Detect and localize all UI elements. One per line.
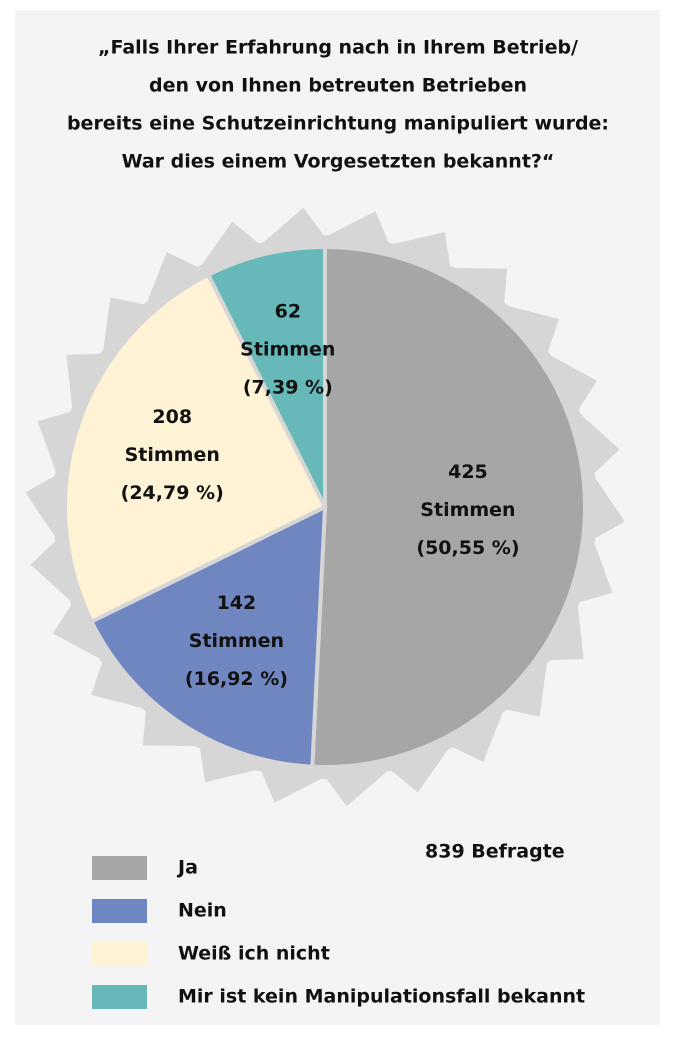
data-label-unit: Stimmen	[125, 444, 220, 466]
data-label-percent: (50,55 %)	[416, 537, 519, 559]
pie: 425 Stimmen (50,55 %) 142 Stimmen (16,92 %) 20…	[65, 247, 585, 767]
legend-swatch	[92, 942, 147, 966]
legend-label: Ja	[176, 857, 198, 879]
data-label: 62	[275, 301, 301, 323]
data-label: 425	[448, 461, 488, 483]
data-label-percent: (7,39 %)	[243, 377, 333, 399]
legend-label: Weiß ich nicht	[178, 943, 330, 965]
chart-title: „Falls Ihrer Erfahrung nach in Ihrem Bet…	[98, 37, 578, 59]
chart-title: bereits eine Schutzeinrichtung manipulie…	[67, 113, 609, 135]
data-label-unit: Stimmen	[189, 630, 284, 652]
chart-title: den von Ihnen betreuten Betrieben	[149, 75, 527, 97]
data-label: 142	[217, 592, 257, 614]
legend-swatch	[92, 856, 147, 880]
data-label: 208	[152, 406, 192, 428]
data-label-percent: (24,79 %)	[121, 482, 224, 504]
data-label-unit: Stimmen	[420, 499, 515, 521]
chart-title: War dies einem Vorgesetzten bekannt?“	[122, 151, 555, 173]
data-label-unit: Stimmen	[240, 339, 335, 361]
data-label-percent: (16,92 %)	[185, 668, 288, 690]
note: 839 Befragte	[425, 841, 565, 863]
chart: 425 Stimmen (50,55 %) 142 Stimmen (16,92 %) 20…	[0, 0, 676, 1050]
legend-label: Nein	[178, 900, 227, 922]
legend-swatch	[92, 985, 147, 1009]
legend-label: Mir ist kein Manipulationsfall bekannt	[178, 986, 585, 1008]
legend-swatch	[92, 899, 147, 923]
